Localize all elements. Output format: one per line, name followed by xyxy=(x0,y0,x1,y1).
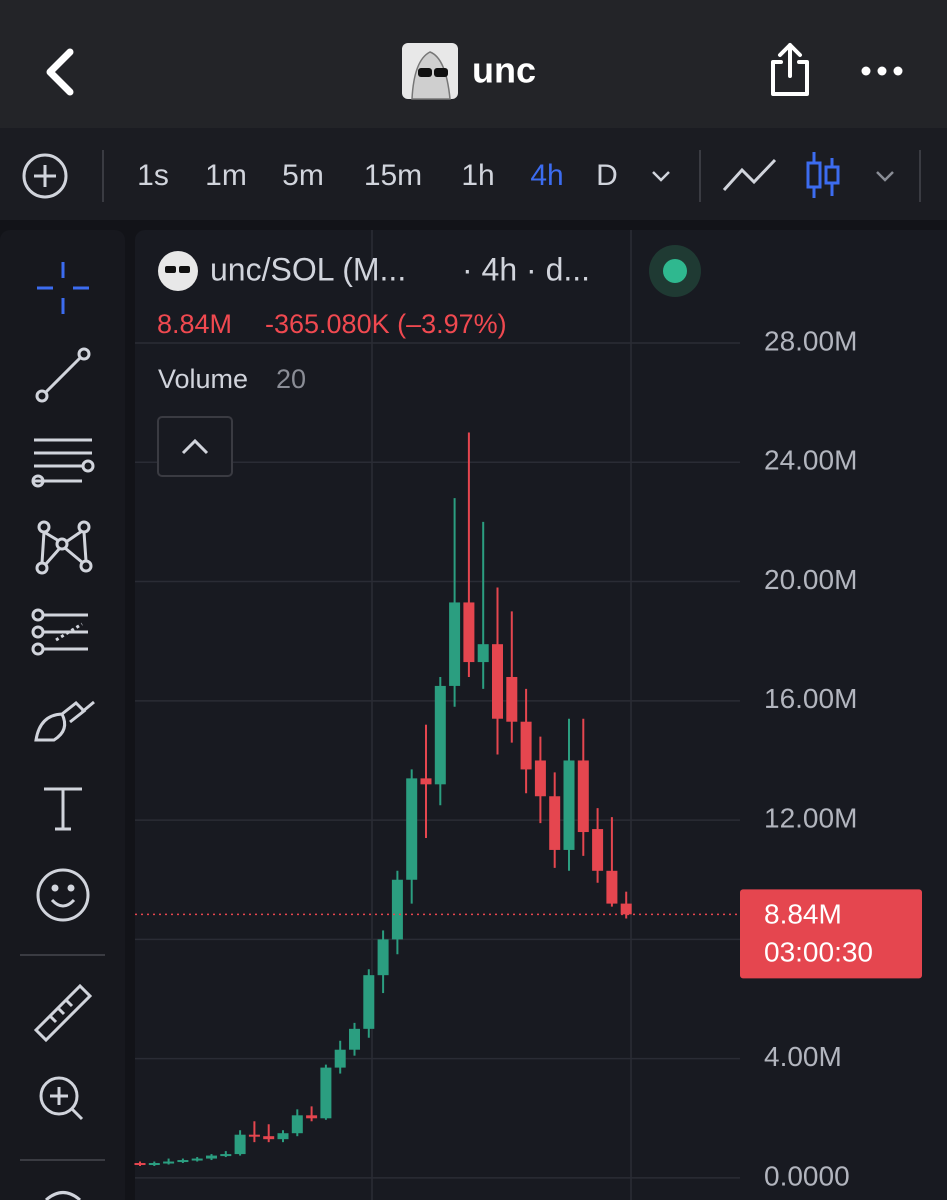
interval-button[interactable]: 5m xyxy=(282,159,324,192)
status-dot xyxy=(663,259,687,283)
quote-price: 8.84M xyxy=(157,309,232,339)
candle-body xyxy=(148,1163,160,1166)
brush-tool[interactable] xyxy=(34,700,95,742)
candle-body xyxy=(134,1163,146,1166)
more-tools[interactable] xyxy=(45,1191,81,1200)
candle-body xyxy=(177,1160,189,1163)
interval-button[interactable]: 1s xyxy=(137,159,169,192)
candle-body xyxy=(277,1133,289,1140)
interval-dropdown[interactable] xyxy=(652,171,670,182)
candle-body xyxy=(363,975,375,1029)
symbol[interactable]: unc/SOL (M... xyxy=(210,251,406,287)
tool-icons xyxy=(31,347,95,1121)
y-tick-label: 0.0000 xyxy=(764,1160,850,1191)
indicator-name: Volume xyxy=(158,364,248,394)
candle-body xyxy=(592,829,604,871)
candle-body xyxy=(620,903,632,915)
interval-list: 1s 1m 5m 15m 1h 4h D xyxy=(137,159,618,192)
more-button[interactable] xyxy=(861,66,903,76)
candle-body xyxy=(306,1115,318,1119)
candle-body xyxy=(163,1161,175,1164)
collapse-button[interactable] xyxy=(157,416,233,477)
candle-body xyxy=(506,676,518,722)
zoom-tool[interactable] xyxy=(39,1076,84,1121)
ruler-tool[interactable] xyxy=(33,983,93,1043)
candle-body xyxy=(191,1158,203,1161)
interval-button[interactable]: D xyxy=(596,159,618,192)
y-tick-label: 28.00M xyxy=(764,325,857,356)
price-axis: 0.00004.00M8.00M12.00M16.00M20.00M24.00M… xyxy=(135,325,922,1191)
candle-body xyxy=(420,778,432,785)
legend-avatar xyxy=(158,251,198,291)
add-button[interactable] xyxy=(22,153,68,199)
interval-button[interactable]: 1h xyxy=(461,159,494,192)
candle-body xyxy=(334,1049,346,1068)
candle-body xyxy=(263,1136,275,1140)
candle-body xyxy=(549,796,561,850)
interval-button[interactable]: 1m xyxy=(205,159,247,192)
candle-body xyxy=(577,760,589,833)
candle-body xyxy=(406,778,418,880)
candle-body xyxy=(220,1154,232,1157)
candle-chart-button[interactable] xyxy=(806,152,840,198)
line-chart-button[interactable] xyxy=(722,158,777,192)
y-tick-label: 24.00M xyxy=(764,445,857,476)
chart-type-dropdown[interactable] xyxy=(876,171,894,182)
fib-tool[interactable] xyxy=(31,608,88,656)
crosshair-tool[interactable] xyxy=(37,262,89,314)
y-tick-label: 20.00M xyxy=(764,564,857,595)
nav-title: unc xyxy=(472,50,536,91)
y-tick-label: 12.00M xyxy=(764,803,857,834)
candle-body xyxy=(291,1115,303,1134)
candle-body xyxy=(377,939,389,976)
last-price-box xyxy=(740,889,922,979)
toolbar xyxy=(0,128,947,220)
candle-body xyxy=(320,1067,332,1119)
candle-body xyxy=(520,721,532,770)
candle-body xyxy=(492,644,503,719)
interval-button[interactable]: 15m xyxy=(364,159,422,192)
candles xyxy=(134,432,632,1167)
symbol-interval: · 4h · d... xyxy=(462,251,590,287)
y-tick-label: 4.00M xyxy=(764,1041,842,1072)
candle-body xyxy=(463,602,475,663)
candle-body xyxy=(563,760,575,850)
back-button[interactable] xyxy=(46,48,74,96)
share-button[interactable] xyxy=(771,43,809,96)
candle-body xyxy=(234,1134,246,1155)
emoji-tool[interactable] xyxy=(36,868,90,922)
candle-body xyxy=(391,879,403,940)
candle-body xyxy=(534,760,546,797)
quote-change: -365.080K (–3.97%) xyxy=(265,309,507,339)
last-price-label: 8.84M xyxy=(764,899,842,930)
token-avatar xyxy=(402,43,458,100)
y-tick-label: 16.00M xyxy=(764,683,857,714)
candle-body xyxy=(434,685,446,785)
candle-body xyxy=(477,644,489,663)
candle-body xyxy=(349,1028,360,1050)
candle-body xyxy=(206,1155,217,1159)
countdown: 03:00:30 xyxy=(764,937,873,968)
candle-body xyxy=(449,602,461,686)
text-tool[interactable] xyxy=(44,787,82,831)
indicator-param: 20 xyxy=(276,364,306,394)
trend-line-tool[interactable] xyxy=(35,347,91,403)
pattern-tool[interactable] xyxy=(35,520,93,575)
candle-body xyxy=(248,1134,260,1137)
candle-body xyxy=(606,870,618,904)
horizontal-lines-tool[interactable] xyxy=(31,438,95,488)
interval-button[interactable]: 4h xyxy=(530,159,563,192)
